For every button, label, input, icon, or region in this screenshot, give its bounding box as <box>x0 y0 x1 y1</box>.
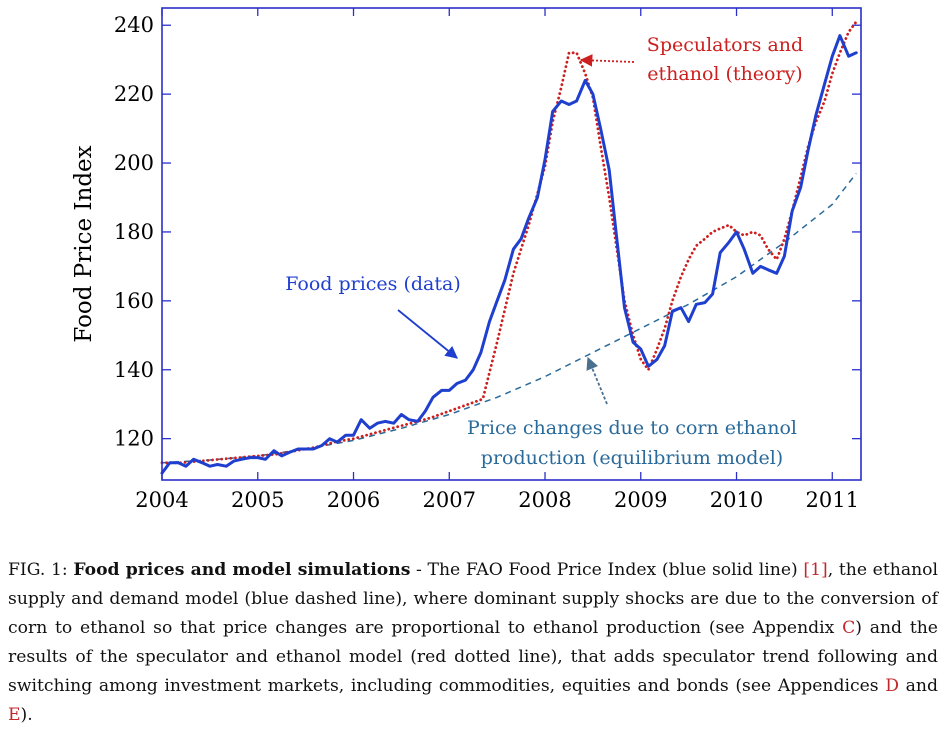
annotation-speculators-arrow <box>579 54 635 67</box>
caption-text-4: and <box>899 676 938 696</box>
caption-text-2: , the ethanol supply and demand model (b… <box>8 560 938 638</box>
plot-frame <box>161 7 862 481</box>
annotation-equilibrium-line2: production (equilibrium model) <box>481 447 783 469</box>
x-tick-label: 2007 <box>423 488 476 512</box>
series-line-equilibrium-model <box>161 172 857 464</box>
caption-text-1: - The FAO Food Price Index (blue solid l… <box>410 560 804 580</box>
figure-caption: FIG. 1: Food prices and model simulation… <box>8 556 938 730</box>
y-tick-label: 200 <box>114 151 154 175</box>
series-line-speculators <box>160 20 858 465</box>
annotation-food-prices: Food prices (data) <box>285 273 461 295</box>
caption-ref-appendix-e[interactable]: E <box>8 705 21 725</box>
y-axis-label: Food Price Index <box>71 145 97 342</box>
y-tick-label: 220 <box>114 82 154 106</box>
x-tick-label: 2010 <box>710 488 763 512</box>
caption-text-3: ) and the results of the speculator and … <box>8 618 938 696</box>
y-tick-label: 120 <box>114 427 154 451</box>
caption-text-5: ). <box>20 705 33 725</box>
caption-ref-appendix-d[interactable]: D <box>885 676 900 696</box>
x-tick-label: 2005 <box>231 488 284 512</box>
y-tick-label: 180 <box>114 220 154 244</box>
annotation-speculators-line1: Speculators and <box>647 34 803 56</box>
y-tick-label: 140 <box>114 358 154 382</box>
x-tick-label: 2011 <box>806 488 859 512</box>
series-line-food-prices <box>160 34 858 475</box>
x-tick-label: 2008 <box>518 488 571 512</box>
x-tick-label: 2006 <box>327 488 380 512</box>
annotation-speculators-line2: ethanol (theory) <box>647 63 802 85</box>
annotation-food-prices-arrow <box>397 309 458 359</box>
x-tick-label: 2009 <box>614 488 667 512</box>
caption-label: FIG. 1: <box>8 560 68 580</box>
caption-ref-appendix-c[interactable]: C <box>842 618 856 638</box>
x-tick-label: 2004 <box>135 488 188 512</box>
caption-title: Food prices and model simulations <box>73 560 411 580</box>
caption-ref-1[interactable]: [1] <box>803 560 828 580</box>
food-price-chart: 2004 2005 2006 2007 2008 2009 2010 2011 120 140 16… <box>71 7 862 512</box>
annotation-equilibrium-line1: Price changes due to corn ethanol <box>467 417 797 439</box>
annotation-equilibrium-arrow <box>586 356 608 405</box>
y-tick-label: 240 <box>114 13 154 37</box>
y-tick-label: 160 <box>114 289 154 313</box>
